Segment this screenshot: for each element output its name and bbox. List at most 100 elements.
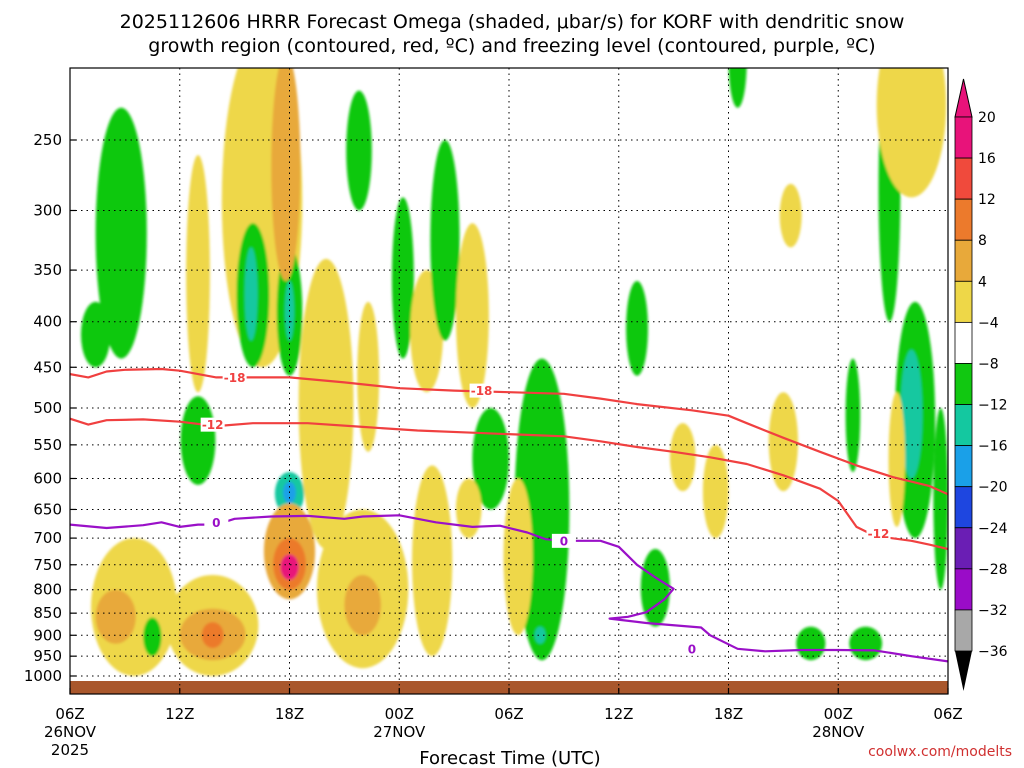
omega-region <box>95 589 136 644</box>
colorbar-level-label: 20 <box>978 110 996 126</box>
omega-region <box>669 423 696 492</box>
x-tick-label: 00Z <box>824 705 853 723</box>
omega-region <box>728 68 747 108</box>
contour-label-bg <box>469 383 494 398</box>
x-tick-label: 06Z <box>494 705 523 723</box>
colorbar-level-label: −8 <box>978 356 999 372</box>
omega-region <box>626 280 649 376</box>
omega-shading <box>80 68 948 676</box>
colorbar-level-label: 16 <box>978 151 996 167</box>
colorbar-swatch <box>954 239 973 282</box>
omega-region <box>346 90 372 211</box>
omega-region <box>391 197 414 359</box>
colorbar-swatch <box>954 321 973 364</box>
x-tick-label: 00Z <box>385 705 414 723</box>
omega-region <box>849 626 883 661</box>
colorbar-level-label: −28 <box>978 562 1008 578</box>
omega-region <box>80 301 111 368</box>
colorbar-swatch <box>954 280 973 323</box>
contour-label-bg <box>866 526 891 541</box>
x-tick-date: 27NOV <box>373 723 426 741</box>
contour-label-bg <box>551 533 576 548</box>
y-tick-label: 550 <box>33 436 62 454</box>
colorbar-level-label: −36 <box>978 644 1008 660</box>
contour-label: 0 <box>212 516 220 530</box>
y-tick-label: 850 <box>33 604 62 622</box>
colorbar-swatch <box>954 568 973 611</box>
omega-region <box>640 548 670 627</box>
omega-region <box>186 155 210 393</box>
contour-label: -18 <box>471 384 493 398</box>
colorbar-swatch <box>954 527 973 570</box>
y-tick-label: 650 <box>33 500 62 518</box>
y-tick-label: 800 <box>33 581 62 599</box>
colorbar-swatch <box>954 363 973 405</box>
omega-region <box>271 68 301 281</box>
x-tick-label: 18Z <box>714 705 743 723</box>
omega-region <box>280 554 299 580</box>
colorbar-swatch <box>954 198 973 241</box>
colorbar-top-arrow <box>954 78 973 118</box>
y-tick-label: 250 <box>33 131 62 149</box>
y-tick-label: 600 <box>33 469 62 487</box>
x-tick-label: 12Z <box>604 705 633 723</box>
contour-label: -12 <box>868 527 890 541</box>
contour-line--12 <box>70 417 948 551</box>
omega-region <box>344 574 381 636</box>
omega-region <box>201 622 224 648</box>
omega-region <box>933 408 948 590</box>
omega-region <box>796 626 826 661</box>
omega-region <box>412 465 453 657</box>
omega-region <box>455 478 482 539</box>
colorbar-level-label: −20 <box>978 480 1008 496</box>
colorbar-level-label: 12 <box>978 192 996 208</box>
contour-label: -12 <box>202 418 224 432</box>
y-axis-pressure: 250 300 350 400 450 500 550 600 650 700 750 800 850 9… <box>24 131 76 685</box>
y-tick-label: 400 <box>33 313 62 331</box>
contour-label: 0 <box>688 642 696 656</box>
temperature-contours: -18 -18 -12 -12 0 0 0 <box>70 367 948 663</box>
omega-region <box>503 478 533 636</box>
y-tick-label: 1000 <box>24 667 62 685</box>
colorbar-level-label: 4 <box>978 274 987 290</box>
y-tick-label: 900 <box>33 626 62 644</box>
colorbar-level-label: −16 <box>978 439 1008 455</box>
omega-region <box>143 617 162 657</box>
x-tick-label: 06Z <box>933 705 962 723</box>
x-tick-date: 26NOV <box>44 723 97 741</box>
x-tick-date: 28NOV <box>812 723 865 741</box>
omega-region <box>244 247 258 341</box>
y-tick-label: 450 <box>33 358 62 376</box>
colorbar-level-label: −4 <box>978 315 999 331</box>
omega-region <box>95 107 147 359</box>
omega-region <box>779 183 802 248</box>
y-tick-label: 300 <box>33 201 62 219</box>
colorbar-swatch <box>954 116 973 159</box>
y-tick-label: 350 <box>33 261 62 279</box>
omega-region <box>900 349 923 479</box>
omega-region <box>298 258 354 549</box>
y-tick-label: 950 <box>33 647 62 665</box>
colorbar-swatch <box>954 445 973 488</box>
contour-label-bg <box>204 515 229 530</box>
omega-region <box>180 396 216 485</box>
colorbar-legend: 20 16 12 8 4 −4 −8 −12 −16 −20 −24 −28 −32 −36 <box>954 78 1008 691</box>
colorbar-bottom-arrow <box>955 651 972 691</box>
contour-label-bg <box>679 641 704 656</box>
colorbar-level-label: −24 <box>978 521 1008 537</box>
omega-region <box>876 68 947 198</box>
colorbar-swatch <box>954 609 973 652</box>
omega-region <box>455 223 489 408</box>
contour-label: 0 <box>560 534 568 548</box>
colorbar-level-label: −12 <box>978 398 1008 414</box>
colorbar-swatch <box>954 157 973 200</box>
colorbar-swatch <box>954 404 973 447</box>
omega-region <box>430 140 460 341</box>
y-tick-label: 700 <box>33 529 62 547</box>
x-tick-label: 12Z <box>165 705 194 723</box>
colorbar-level-label: −32 <box>978 603 1008 619</box>
x-tick-year: 2025 <box>51 741 89 759</box>
chart-title-line1: 2025112606 HRRR Forecast Omega (shaded, … <box>120 11 905 33</box>
